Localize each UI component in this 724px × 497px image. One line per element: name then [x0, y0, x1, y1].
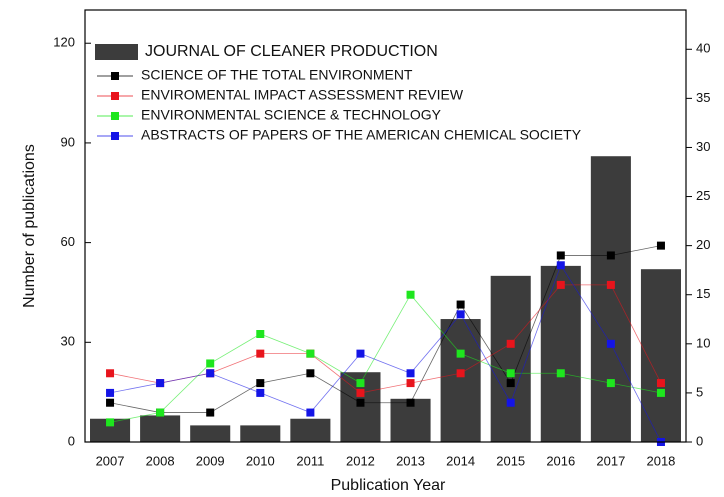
- marker: [356, 349, 365, 358]
- y-tick-label: 60: [61, 234, 75, 249]
- legend-marker: [111, 112, 119, 120]
- marker: [456, 369, 465, 378]
- marker: [156, 408, 165, 417]
- marker: [256, 349, 265, 358]
- marker: [106, 398, 115, 407]
- x-tick-label: 2013: [396, 453, 425, 468]
- marker: [506, 369, 515, 378]
- marker: [606, 280, 615, 289]
- x-axis-label: Publication Year: [331, 477, 446, 494]
- marker: [556, 369, 565, 378]
- marker: [556, 280, 565, 289]
- marker: [206, 359, 215, 368]
- marker: [656, 388, 665, 397]
- bar: [90, 418, 131, 442]
- legend-label: SCIENCE OF THE TOTAL ENVIRONMENT: [141, 67, 413, 83]
- legend-label: ENVIROMENTAL IMPACT ASSESSMENT REVIEW: [141, 87, 464, 103]
- y-axis-label: Number of publications: [21, 144, 38, 308]
- marker: [456, 300, 465, 309]
- marker: [356, 388, 365, 397]
- bar: [540, 265, 581, 442]
- y2-tick-label: 15: [696, 286, 710, 301]
- x-tick-label: 2018: [646, 453, 675, 468]
- y-tick-label: 30: [61, 334, 75, 349]
- x-tick-label: 2011: [296, 453, 324, 468]
- y2-tick-label: 30: [696, 139, 710, 154]
- legend-marker: [111, 92, 119, 100]
- marker: [606, 379, 615, 388]
- line: [109, 294, 662, 423]
- y2-tick-label: 35: [696, 90, 710, 105]
- line: [109, 245, 662, 413]
- bar: [440, 319, 481, 442]
- bar: [640, 269, 681, 442]
- legend-swatch: [95, 44, 138, 60]
- bar: [590, 156, 631, 442]
- marker: [656, 379, 665, 388]
- marker: [456, 349, 465, 358]
- line: [109, 264, 662, 443]
- x-tick-label: 2009: [196, 453, 225, 468]
- marker: [506, 398, 515, 407]
- marker: [406, 379, 415, 388]
- marker: [156, 379, 165, 388]
- marker: [406, 398, 415, 407]
- marker: [106, 369, 115, 378]
- marker: [256, 388, 265, 397]
- marker: [256, 330, 265, 338]
- x-tick-label: 2012: [346, 453, 375, 468]
- marker: [306, 408, 315, 417]
- marker: [656, 241, 665, 250]
- x-tick-label: 2008: [146, 453, 175, 468]
- marker: [556, 261, 565, 270]
- bar: [290, 418, 331, 442]
- marker: [406, 369, 415, 378]
- y2-tick-label: 40: [696, 41, 710, 56]
- marker: [606, 339, 615, 348]
- y2-tick-label: 10: [696, 335, 710, 350]
- bar: [240, 425, 281, 442]
- legend-label: ENVIRONMENTAL SCIENCE & TECHNOLOGY: [141, 107, 442, 123]
- y2-tick-label: 5: [696, 384, 703, 399]
- bar: [140, 415, 181, 442]
- legend-label: ABSTRACTS OF PAPERS OF THE AMERICAN CHEM…: [141, 127, 582, 143]
- marker: [306, 349, 315, 358]
- y-tick-label: 90: [61, 134, 75, 149]
- marker: [106, 388, 115, 397]
- marker: [206, 408, 215, 417]
- x-tick-label: 2007: [96, 453, 125, 468]
- bar: [490, 275, 531, 442]
- y2-tick-label: 25: [696, 188, 710, 203]
- x-tick-label: 2014: [446, 453, 475, 468]
- marker: [606, 251, 615, 260]
- y-tick-label: 0: [68, 433, 75, 448]
- legend-label: JOURNAL OF CLEANER PRODUCTION: [145, 43, 438, 60]
- legend-marker: [111, 132, 119, 140]
- plot-frame: [84, 9, 687, 443]
- marker: [456, 310, 465, 319]
- bar: [190, 425, 231, 442]
- x-tick-label: 2016: [546, 453, 575, 468]
- marker: [356, 379, 365, 388]
- marker: [206, 369, 215, 378]
- x-tick-label: 2017: [596, 453, 625, 468]
- marker: [506, 379, 515, 388]
- marker: [406, 290, 415, 299]
- marker: [356, 398, 365, 407]
- y-tick-label: 120: [53, 35, 75, 50]
- marker: [506, 339, 515, 348]
- legend-marker: [111, 72, 119, 80]
- marker: [306, 369, 315, 378]
- marker: [556, 251, 565, 260]
- y2-tick-label: 20: [696, 237, 710, 252]
- x-tick-label: 2015: [496, 453, 525, 468]
- marker: [256, 379, 265, 388]
- marker: [106, 418, 115, 427]
- y2-tick-label: 0: [696, 433, 703, 448]
- x-tick-label: 2010: [246, 453, 275, 468]
